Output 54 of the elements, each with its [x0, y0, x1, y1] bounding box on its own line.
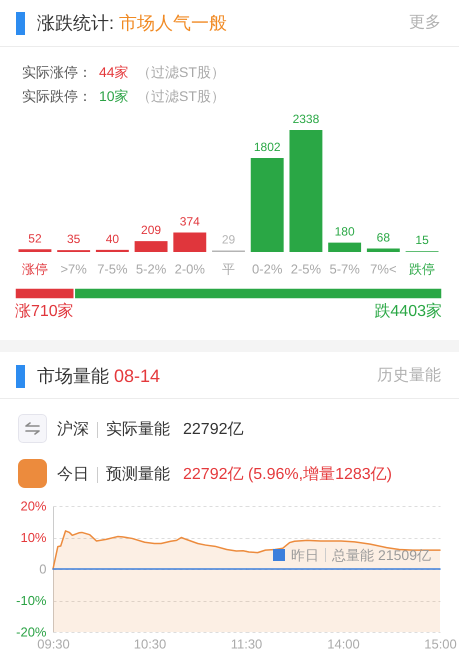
annotation: 总量能 21509亿 — [332, 547, 431, 564]
text: 实际量能 — [106, 421, 170, 438]
text: 实际跌停： — [22, 88, 92, 104]
y-tick-label: -10% — [16, 593, 47, 608]
x-tick-label: 平 — [222, 262, 235, 276]
x-tick-label: 11:30 — [230, 636, 262, 652]
x-tick-label: 5-7% — [329, 262, 360, 276]
x-tick-label: 2-5% — [290, 262, 322, 276]
data-label: 68 — [376, 230, 390, 244]
x-tick-label: 15:00 — [424, 636, 457, 652]
chart-subtitle: 08-14 — [114, 366, 160, 386]
data-label: 15 — [415, 233, 430, 248]
x-tick-label: 7%< — [370, 262, 397, 276]
x-tick-label: 跌停 — [409, 262, 436, 276]
data-label: 35 — [66, 232, 81, 246]
y-tick-label: 0 — [39, 562, 46, 576]
x-tick-label: 7-5% — [97, 262, 128, 276]
text: （过滤ST股） — [137, 64, 225, 80]
text: 沪深 — [57, 421, 89, 438]
data-label: 29 — [222, 232, 236, 246]
text: 更多 — [409, 14, 441, 31]
y-tick-label: 20% — [20, 498, 47, 514]
x-tick-label: 0-2% — [252, 262, 283, 276]
x-tick-label: 涨停 — [22, 262, 48, 276]
data-label: 180 — [334, 224, 355, 239]
text: 22792亿 (5.96%,增量1283亿) — [183, 466, 392, 483]
x-tick-label: 2-0% — [174, 262, 206, 276]
chart-subtitle: 市场人气一般 — [119, 13, 228, 33]
x-tick-label: 14:00 — [327, 636, 360, 652]
x-tick-label: 5-2% — [136, 262, 167, 276]
text: 10家 — [99, 88, 129, 104]
x-tick-label: >7% — [60, 262, 88, 276]
text: （过滤ST股） — [137, 88, 225, 104]
text: 22792亿 — [183, 421, 244, 438]
y-tick-label: -20% — [16, 624, 47, 640]
data-label: 52 — [28, 231, 42, 246]
chart-title: 市场量能 — [37, 366, 109, 386]
text: 预测量能 — [106, 466, 170, 483]
x-tick-label: 10:30 — [134, 636, 166, 652]
chart-title: 涨跌统计: — [37, 13, 114, 33]
data-label: 跌4403家 — [374, 302, 442, 320]
y-tick-label: 10% — [20, 530, 47, 545]
x-tick-label: 09:30 — [37, 636, 70, 652]
data-label: 2338 — [292, 112, 320, 126]
data-label: 40 — [106, 232, 120, 246]
text: 历史量能 — [377, 367, 441, 384]
legend-label: 昨日 — [291, 547, 320, 564]
text: 44家 — [99, 64, 129, 80]
data-label: 209 — [141, 223, 162, 238]
text: 实际涨停： — [22, 64, 92, 80]
data-label: 374 — [180, 214, 200, 228]
legend-label: 今日 — [57, 466, 89, 483]
data-label: 1802 — [254, 140, 281, 154]
data-label: 涨710家 — [15, 302, 74, 320]
